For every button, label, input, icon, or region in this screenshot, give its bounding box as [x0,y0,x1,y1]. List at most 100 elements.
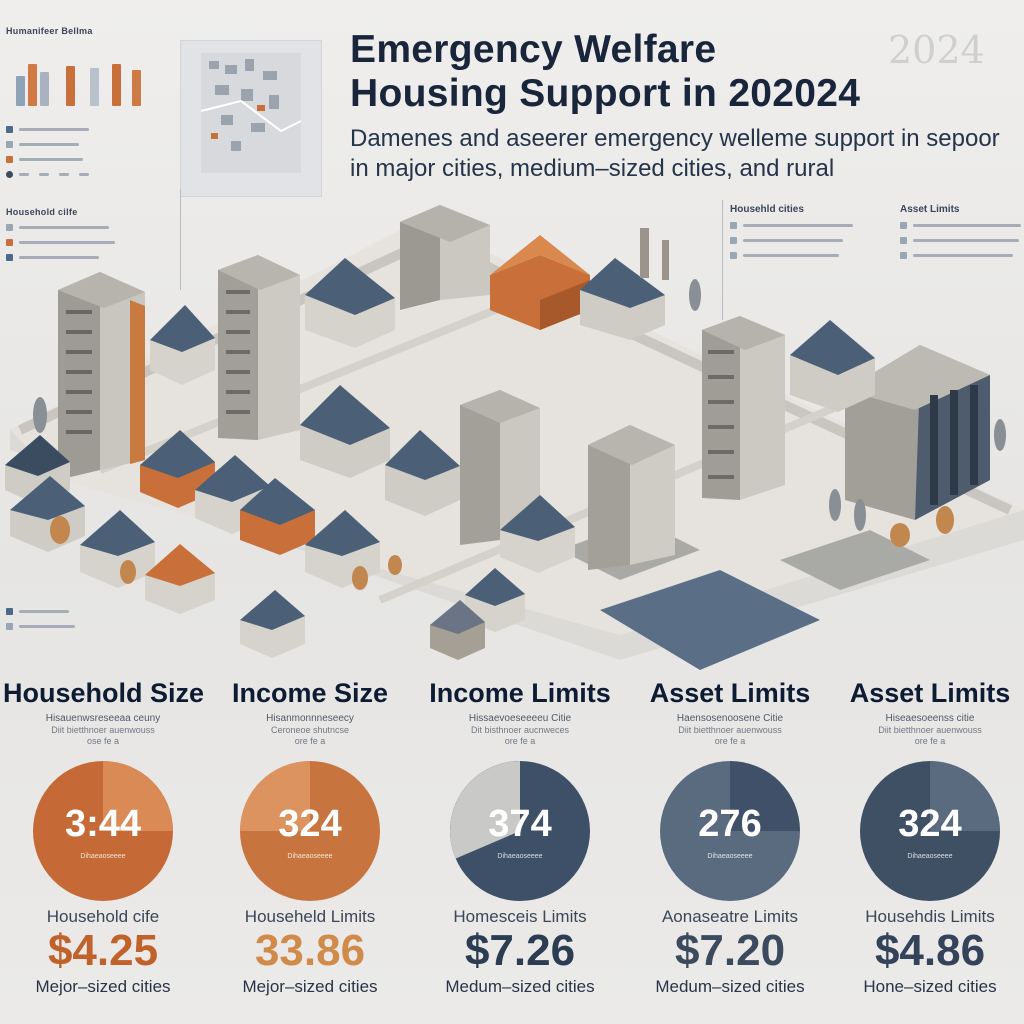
stat-subtext: ore fe a [914,736,946,746]
stat-value: $4.25 [47,926,159,975]
house-orange [240,478,315,555]
legend-row [730,233,853,248]
building-tower [588,425,675,570]
legend-swatch [6,254,13,261]
stat-circle-caption: Dihaeaoseeee [287,853,333,860]
legend-line [59,173,69,176]
legend-line [39,173,49,176]
legend-swatch [730,222,737,229]
page-title: Emergency Welfare Housing Support in 202… [350,28,1000,116]
stat-number: 324 [278,803,342,845]
mini-bar [90,68,99,106]
map-thumbnail [180,40,322,197]
legend-line [913,239,1019,242]
stat-column-asset-limits: Asset Limits Haensosenoosene Citie Diit … [630,678,830,997]
legend-row [6,235,115,250]
water-lot [600,570,820,670]
legend-swatch [6,224,13,231]
legend-row [900,248,1021,263]
legend-row [6,604,75,619]
legend-swatch [6,156,13,163]
legend-line [79,173,89,176]
stat-circle: 374 Dihaeaoseeee [450,761,590,901]
house-orange [145,544,215,614]
stat-subtext: Hissaevoeseeeeu Citie [468,713,572,724]
stat-heading: Asset Limits [649,678,811,708]
right-legend-title-1: Househld cities [730,204,804,215]
isometric-city-illustration [5,205,1024,670]
stat-subtext: ore fe a [294,736,326,746]
house-orange [490,235,590,330]
mini-bar [66,66,75,106]
legend-swatch [6,239,13,246]
stat-label: Aonaseatre Limits [661,907,799,926]
legend-line [743,254,839,257]
stat-subtext: Dit bisthnoer aucnweces [470,725,570,735]
side-legend [6,604,75,634]
right-legend-title-2: Asset Limits [900,204,960,215]
title-line-2: Housing Support in 202024 [350,72,861,115]
legend-swatch [900,222,907,229]
legend-swatch [6,623,13,630]
stat-circle-art [450,761,520,861]
legend-list [6,122,89,182]
stat-subtext: Hisanmonnneseecy [266,713,354,724]
stat-subtext: ore fe a [714,736,746,746]
household-legend-title: Household cilfe [6,207,78,217]
building-tower [460,390,540,545]
legend-line [19,625,75,628]
stat-subtext: Hiseaesoeenss citie [885,713,975,724]
building-tower [218,255,300,440]
legend-swatch [900,252,907,259]
building-tower [58,272,145,480]
legend-row [6,220,115,235]
legend-row [6,167,89,182]
right-legend-list-2 [900,218,1021,263]
stat-circle-caption: Dihaeaoseeee [907,853,953,860]
stat-heading: Household Size [3,678,205,708]
legend-swatch [900,237,907,244]
legend-line [19,128,89,131]
legend-row [730,218,853,233]
mini-bar [28,64,37,106]
stat-footer: Medum–sized cities [655,977,805,996]
legend-row [900,218,1021,233]
legend-line [19,226,109,229]
stat-circle-caption: Dihaeaoseeee [707,853,753,860]
stat-circle-art [730,761,800,831]
building-tower [702,316,785,500]
stat-heading: Income Limits [429,678,611,708]
stat-heading: Income Size [231,678,389,708]
house-slate [80,510,155,588]
stat-label: Househdis Limits [865,907,995,926]
legend-line [19,610,69,613]
stat-column-income-size: Income Size Hisanmonnneseecy Ceroneoe sh… [210,678,410,997]
legend-row [6,137,89,152]
house-slate [305,258,395,348]
legend-line [19,143,79,146]
stat-circle-art [930,761,1000,831]
stat-value: $7.26 [464,926,576,975]
stat-number: 3:44 [64,803,142,845]
stat-value: $7.20 [674,926,786,975]
legend-swatch [730,237,737,244]
stat-number: 374 [488,803,552,845]
legend-swatch [6,126,13,133]
stat-subtext: ose fe a [86,736,120,746]
stat-number: 324 [898,803,962,845]
stat-circle: 324 Dihaeaoseeee [860,761,1000,901]
house-slate [790,320,875,412]
stat-value: $4.86 [874,926,986,975]
stat-label: Homesceis Limits [453,907,587,926]
divider-line [180,190,181,290]
stat-heading: Asset Limits [849,678,1011,708]
stat-circle: 324 Dihaeaoseeee [240,761,380,901]
stat-circle-art [103,761,173,831]
stat-label: Household cife [46,907,160,926]
building-block [845,345,990,520]
stat-footer: Mejor–sized cities [35,977,171,996]
mini-bar-chart [12,60,142,106]
gravel-lot [780,530,930,590]
building-tower [400,205,490,310]
house-slate [300,385,390,478]
